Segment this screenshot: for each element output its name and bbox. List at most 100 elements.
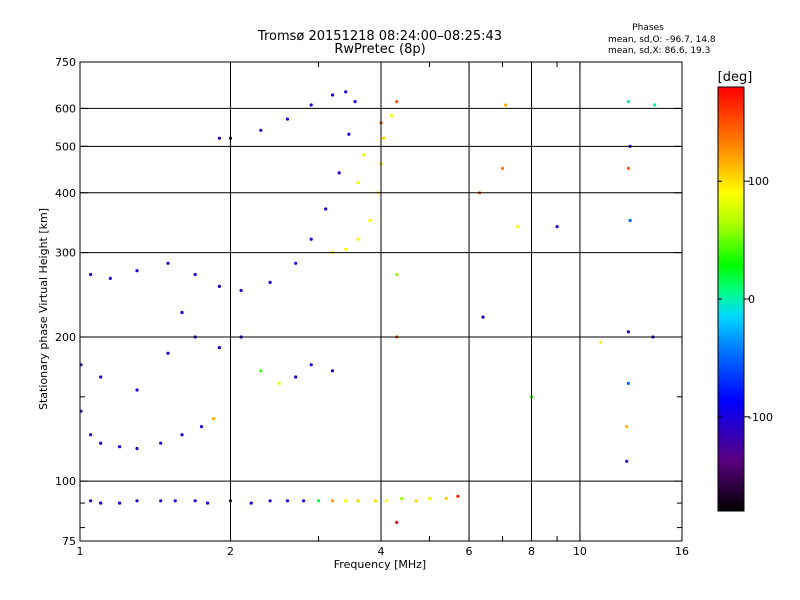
echo-point [135,499,139,503]
colorbar-tick-label: -100 [748,411,773,424]
x-tick-label: 8 [528,545,535,558]
x-tick-label: 1 [77,545,84,558]
echo-point [180,433,184,437]
echo-point [193,499,197,503]
echo-point [456,494,460,498]
echo-point [135,446,139,451]
grid-lines [80,62,682,541]
chart-subtitle: RwPretec (8p) [334,42,425,57]
phases-o-stats: mean, sd,O: –96.7, 14.8 [608,35,716,45]
echo-point [193,272,197,277]
echo-point [628,218,632,223]
echo-point [382,136,386,140]
y-tick-label: 600 [55,102,76,115]
phases-x-stats: mean, sd,X: 86.6, 19.3 [608,46,710,56]
echo-point [217,284,221,288]
echo-point [395,272,399,277]
echo-point [330,499,335,503]
echo-point [344,499,348,503]
x-tick-label: 2 [227,545,234,558]
echo-point [118,445,122,449]
x-tick-label: 6 [466,545,473,558]
echo-point [294,375,298,379]
echo-point [481,315,485,319]
colorbar-ticks: 100 0 -100 [718,175,773,424]
echo-point [206,501,210,505]
echo-point [285,499,290,503]
echo-point [344,90,348,94]
echo-point [135,269,139,273]
colorbar-label: [deg] [718,70,753,85]
echo-point [249,501,253,505]
echo-point [356,237,360,241]
echo-point [395,100,399,104]
y-tick-label: 75 [62,535,76,548]
echo-point [159,499,163,503]
echo-point [599,340,603,344]
echo-point [330,369,335,373]
echo-point [353,100,357,104]
colorbar [717,86,745,512]
echo-point [239,288,243,293]
echo-point [515,225,520,229]
echo-point [555,225,559,229]
y-tick-label: 300 [55,247,76,260]
echo-point [368,218,372,223]
echo-point [99,375,103,379]
x-tick-label: 10 [573,545,587,558]
x-tick-label: 16 [675,545,689,558]
x-axis-label: Frequency [MHz] [334,558,426,571]
y-tick-label: 750 [55,56,76,69]
echo-point [89,272,93,277]
echo-point [99,441,103,445]
tick-marks [79,61,683,542]
echo-point [309,237,313,241]
y-tick-label: 100 [55,475,76,488]
echo-point [653,103,657,107]
echo-point [309,363,313,367]
echo-point [400,496,404,501]
y-tick-label: 500 [55,140,76,153]
echo-point [356,181,360,185]
colorbar-tick-label: 100 [748,175,769,188]
echo-point [277,381,281,385]
echo-point [395,520,399,525]
echo-point [259,369,263,373]
echo-point [427,496,432,501]
echo-point [294,261,298,265]
echo-point [373,499,378,503]
phases-heading: Phases [632,23,664,33]
echo-point [362,153,366,157]
echo-point [316,499,321,503]
echo-point [302,499,306,503]
x-tick-label: 4 [378,545,385,558]
echo-point [166,351,170,355]
echo-point [166,261,170,265]
echo-point [309,103,313,107]
echo-point [626,330,631,334]
echo-point [625,425,629,429]
echo-point [89,433,93,437]
echo-point [384,499,388,503]
echo-point [135,388,139,392]
echo-point [199,425,204,429]
tick-labels: 1 2 4 6 8 10 16 75 100 200 300 400 500 600 750 [55,56,689,558]
echo-point [347,132,351,136]
echo-point [268,280,272,284]
echo-point [324,207,328,211]
echo-point [159,441,163,445]
y-tick-label: 200 [55,331,76,344]
echo-point [626,166,631,170]
echo-points-layer [79,90,657,525]
echo-point [414,499,418,503]
echo-point [217,346,221,350]
echo-point [330,93,335,97]
echo-point [285,117,290,121]
echo-point [99,501,103,505]
echo-point [504,103,508,107]
echo-point [344,247,348,251]
echo-point [173,499,177,503]
colorbar-tick-label: 0 [748,293,755,306]
y-axis-label: Stationary phase Virtual Height [km] [37,208,50,410]
